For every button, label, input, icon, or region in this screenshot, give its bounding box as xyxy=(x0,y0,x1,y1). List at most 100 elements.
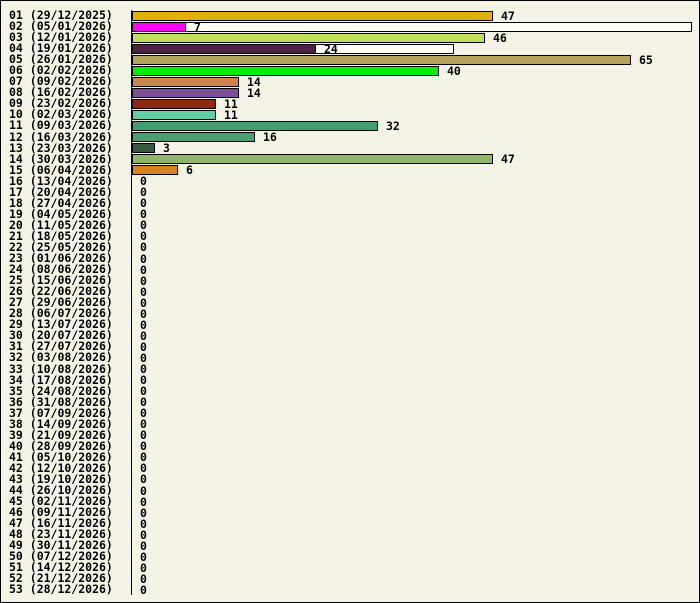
week-bar xyxy=(132,43,316,54)
week-bar xyxy=(132,87,239,98)
week-value: 0 xyxy=(140,428,147,443)
bar-area: 3 xyxy=(131,142,699,154)
week-label: 44 (26/10/2026) xyxy=(9,483,113,498)
bar-area: 0 xyxy=(131,350,699,365)
bar-area: 0 xyxy=(131,363,699,375)
week-value: 0 xyxy=(140,185,147,200)
week-label: 35 (24/08/2026) xyxy=(9,383,113,398)
week-label: 46 (09/11/2026) xyxy=(9,505,113,520)
week-label: 43 (19/10/2026) xyxy=(9,471,113,486)
week-label: 11 (09/03/2026) xyxy=(9,118,113,133)
week-bar xyxy=(132,10,493,21)
chart-row: 47 (16/11/2026) 0 xyxy=(1,516,699,531)
week-bar xyxy=(132,165,178,176)
bar-area: 0 xyxy=(131,396,699,408)
chart-row: 14 (30/03/2026) 47 xyxy=(1,152,699,167)
chart-row: 08 (16/02/2026) 14 xyxy=(1,85,699,100)
week-label: 04 (19/01/2026) xyxy=(9,41,113,56)
bar-area: 0 xyxy=(131,308,699,320)
bar-area: 0 xyxy=(131,220,699,231)
chart-row: 44 (26/10/2026) 0 xyxy=(1,483,699,498)
bar-area: 0 xyxy=(131,529,699,540)
week-label: 45 (02/11/2026) xyxy=(9,494,113,509)
week-value: 0 xyxy=(140,218,147,233)
chart-row: 39 (21/09/2026) 0 xyxy=(1,428,699,443)
chart-row: 52 (21/12/2026) 0 xyxy=(1,571,699,586)
week-label: 51 (14/12/2026) xyxy=(9,560,113,575)
week-label: 53 (28/12/2026) xyxy=(9,582,113,597)
chart-row: 49 (30/11/2026) 0 xyxy=(1,538,699,553)
chart-row: 27 (29/06/2026) 0 xyxy=(1,296,699,308)
chart-row: 34 (17/08/2026) 0 xyxy=(1,374,699,386)
week-bar xyxy=(132,98,216,109)
week-label: 25 (15/06/2026) xyxy=(9,273,113,288)
week-value: 0 xyxy=(140,339,147,354)
week-label: 40 (28/09/2026) xyxy=(9,438,113,453)
week-value: 0 xyxy=(140,439,147,454)
week-label: 47 (16/11/2026) xyxy=(9,516,113,531)
week-label: 36 (31/08/2026) xyxy=(9,394,113,409)
bar-area: 0 xyxy=(131,231,699,242)
bar-area: 40 xyxy=(131,65,699,76)
chart-row: 06 (02/02/2026) 40 xyxy=(1,63,699,78)
chart-row: 38 (14/09/2026) 0 xyxy=(1,417,699,432)
week-value: 11 xyxy=(224,107,238,122)
bar-area: 0 xyxy=(131,198,699,209)
chart-row: 01 (29/12/2025) 47 xyxy=(1,8,699,23)
week-bar xyxy=(132,76,239,87)
week-value: 46 xyxy=(493,30,507,45)
bar-area: 0 xyxy=(131,385,699,397)
bar-area: 14 xyxy=(131,85,699,100)
bar-area: 0 xyxy=(131,417,699,432)
bar-area: 14 xyxy=(131,76,699,88)
week-value: 0 xyxy=(140,262,147,277)
bar-area: 0 xyxy=(131,242,699,253)
week-label: 01 (29/12/2025) xyxy=(9,8,113,23)
week-value: 47 xyxy=(501,152,515,167)
week-label: 52 (21/12/2026) xyxy=(9,571,113,586)
bar-area: 0 xyxy=(131,551,699,563)
week-value: 0 xyxy=(140,240,147,255)
week-label: 26 (22/06/2026) xyxy=(9,284,113,299)
week-label: 03 (12/01/2026) xyxy=(9,30,113,45)
week-label: 16 (13/04/2026) xyxy=(9,173,113,188)
week-value: 0 xyxy=(140,450,147,465)
week-value: 40 xyxy=(447,63,461,78)
chart-row: 12 (16/03/2026) 16 xyxy=(1,130,699,145)
week-value: 65 xyxy=(639,52,653,67)
week-value: 0 xyxy=(140,284,147,299)
week-bar xyxy=(132,143,155,154)
week-value: 0 xyxy=(140,505,147,520)
chart-row: 11 (09/03/2026) 32 xyxy=(1,118,699,133)
week-bar xyxy=(132,54,631,65)
bar-area: 0 xyxy=(131,485,699,496)
week-label: 33 (10/08/2026) xyxy=(9,361,113,376)
week-label: 37 (07/09/2026) xyxy=(9,405,113,420)
bar-area: 0 xyxy=(131,187,699,198)
chart-row: 45 (02/11/2026) 0 xyxy=(1,494,699,509)
bar-area: 24 xyxy=(131,43,699,54)
week-value: 0 xyxy=(140,317,147,332)
week-label: 42 (12/10/2026) xyxy=(9,460,113,475)
bar-area: 6 xyxy=(131,164,699,176)
week-value: 0 xyxy=(140,350,147,365)
week-value: 16 xyxy=(263,130,277,145)
chart-row: 16 (13/04/2026) 0 xyxy=(1,173,699,188)
chart-row: 28 (06/07/2026) 0 xyxy=(1,308,699,320)
chart-row: 36 (31/08/2026) 0 xyxy=(1,394,699,409)
week-value: 0 xyxy=(140,582,147,597)
week-label: 18 (27/04/2026) xyxy=(9,195,113,210)
chart-row: 33 (10/08/2026) 0 xyxy=(1,361,699,376)
bar-area: 0 xyxy=(131,275,699,286)
week-value: 14 xyxy=(247,85,261,100)
week-value: 0 xyxy=(140,538,147,553)
week-label: 09 (23/02/2026) xyxy=(9,96,113,111)
bar-area: 46 xyxy=(131,32,699,43)
chart-row: 07 (09/02/2026) 14 xyxy=(1,76,699,88)
week-label: 06 (02/02/2026) xyxy=(9,63,113,78)
chart-row: 17 (20/04/2026) 0 xyxy=(1,186,699,198)
chart-row: 19 (04/05/2026) 0 xyxy=(1,208,699,220)
week-value: 0 xyxy=(140,417,147,432)
chart-row: 22 (25/05/2026) 0 xyxy=(1,241,699,253)
